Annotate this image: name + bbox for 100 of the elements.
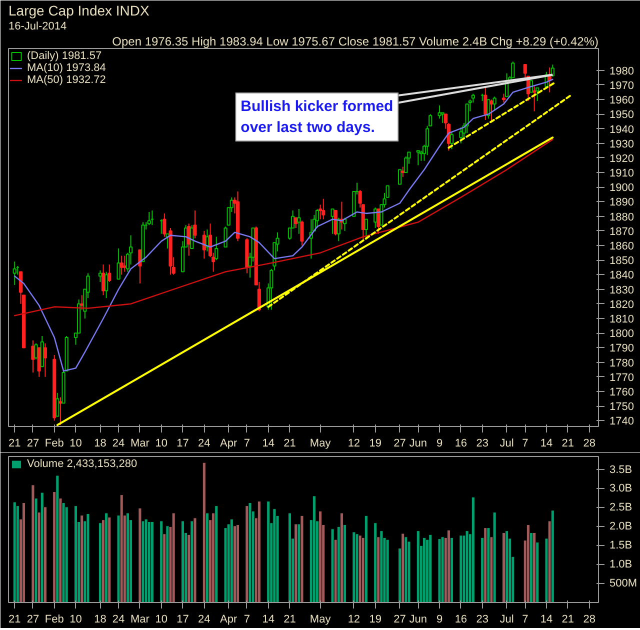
y-tick-label: 1870 — [610, 226, 634, 238]
y-tick-label: 1880 — [610, 211, 634, 224]
x-tick-label: Jun — [409, 614, 428, 626]
chart-title: Large Cap Index INDX — [8, 2, 150, 18]
y-tick-label: 1890 — [610, 196, 634, 209]
candlestick — [536, 87, 540, 102]
x-tick-label: 24 — [112, 614, 125, 626]
x-tick-label: 18 — [94, 614, 106, 626]
x-tick-label: Jun — [409, 438, 428, 450]
x-tick-label: 16 — [454, 438, 468, 450]
candlestick — [492, 96, 496, 110]
candlestick — [511, 61, 515, 78]
candlestick — [80, 294, 84, 310]
candlestick — [322, 198, 326, 220]
y-tick-label: 1930 — [610, 138, 634, 150]
x-tick-label: 24 — [198, 614, 210, 626]
candlestick — [120, 255, 124, 276]
x-tick-label: 9 — [436, 438, 443, 450]
candlestick — [56, 392, 60, 417]
chart-subtitle: 16-Jul-2014 — [8, 20, 67, 32]
x-tick-label: 10 — [70, 614, 82, 626]
legend-label: Volume 2,433,153,280 — [27, 458, 138, 470]
y-tick-label: 500M — [610, 578, 638, 590]
y-tick-label: 1950 — [610, 109, 634, 122]
candlestick — [147, 211, 151, 226]
candlestick — [43, 342, 47, 378]
x-tick-label: 7 — [522, 438, 528, 450]
x-tick-label: 24 — [198, 438, 210, 450]
y-tick-label: 1980 — [610, 65, 634, 78]
x-tick-label: 10 — [155, 438, 168, 450]
x-tick-label: 18 — [94, 438, 106, 450]
x-tick-label: 14 — [540, 614, 553, 626]
x-tick-label: 7 — [244, 438, 250, 450]
x-tick-label: 21 — [562, 614, 574, 626]
y-tick-label: 3.0B — [610, 482, 632, 495]
x-tick-label: 27 — [26, 438, 40, 450]
candlestick — [364, 218, 368, 240]
x-tick-label: Mar — [130, 614, 150, 626]
x-tick-label: Apr — [220, 614, 238, 626]
y-tick-label: 1800 — [610, 328, 634, 340]
candlestick — [58, 396, 62, 426]
x-tick-label: 21 — [8, 438, 21, 450]
candlestick — [416, 150, 420, 166]
legend-label: MA(50) 1932.72 — [27, 74, 106, 86]
x-tick-label: 12 — [348, 614, 360, 626]
y-tick-label: 2.5B — [610, 502, 632, 514]
candlestick — [401, 166, 405, 178]
x-tick-label: 27 — [26, 614, 40, 626]
x-tick-label: 19 — [369, 438, 382, 450]
y-tick-label: 1840 — [610, 270, 634, 282]
y-tick-label: 1970 — [610, 80, 634, 92]
candlestick — [330, 208, 334, 234]
x-tick-label: 23 — [476, 614, 488, 626]
x-tick-label: 23 — [476, 438, 488, 450]
y-tick-label: 3.5B — [610, 464, 632, 476]
y-tick-label: 1790 — [610, 342, 634, 355]
candlestick — [214, 236, 218, 261]
candlestick — [162, 212, 166, 238]
candlestick — [450, 131, 454, 150]
x-tick-label: 19 — [369, 614, 382, 626]
candlestick — [490, 99, 494, 122]
candlestick — [116, 248, 120, 280]
x-tick-label: 21 — [8, 614, 21, 626]
y-tick-label: 1740 — [610, 416, 634, 428]
x-tick-label: 27 — [394, 438, 406, 450]
candlestick — [315, 208, 320, 229]
y-tick-label: 2.0B — [610, 520, 632, 533]
candlestick — [270, 268, 274, 310]
candlestick — [122, 255, 126, 272]
y-tick-label: 1750 — [610, 401, 634, 414]
candlestick — [224, 226, 228, 248]
candlestick — [532, 86, 536, 112]
annotation: Bullish kicker formed over last two days. — [240, 98, 394, 136]
y-tick-label: 1810 — [610, 314, 634, 326]
x-tick-label: 24 — [112, 438, 125, 450]
y-tick-label: 1900 — [610, 182, 634, 194]
y-tick-label: 1820 — [610, 298, 634, 311]
y-tick-label: 1.0B — [610, 558, 632, 571]
x-tick-label: Feb — [44, 614, 64, 626]
candlestick — [459, 126, 463, 144]
candlestick — [419, 150, 423, 162]
legend-label: MA(10) 1973.84 — [27, 62, 106, 74]
x-tick-label: 21 — [562, 438, 574, 450]
x-tick-label: 10 — [70, 438, 82, 450]
x-tick-label: May — [310, 614, 332, 626]
candlestick — [108, 264, 112, 283]
x-tick-label: 14 — [262, 438, 274, 450]
line-series — [14, 138, 554, 316]
y-tick-label: 1920 — [610, 152, 634, 165]
y-tick-label: 1960 — [610, 94, 634, 107]
x-tick-label: 10 — [155, 614, 168, 626]
y-tick-label: 1760 — [610, 386, 634, 398]
candlestick — [193, 210, 197, 239]
x-tick-label: 9 — [436, 614, 443, 626]
candlestick — [297, 208, 301, 234]
y-tick-label: 1860 — [610, 240, 634, 253]
x-tick-label: 7 — [244, 614, 250, 626]
candlestick — [440, 112, 444, 124]
x-tick-label: 12 — [348, 438, 360, 450]
x-tick-label: 14 — [540, 438, 553, 450]
